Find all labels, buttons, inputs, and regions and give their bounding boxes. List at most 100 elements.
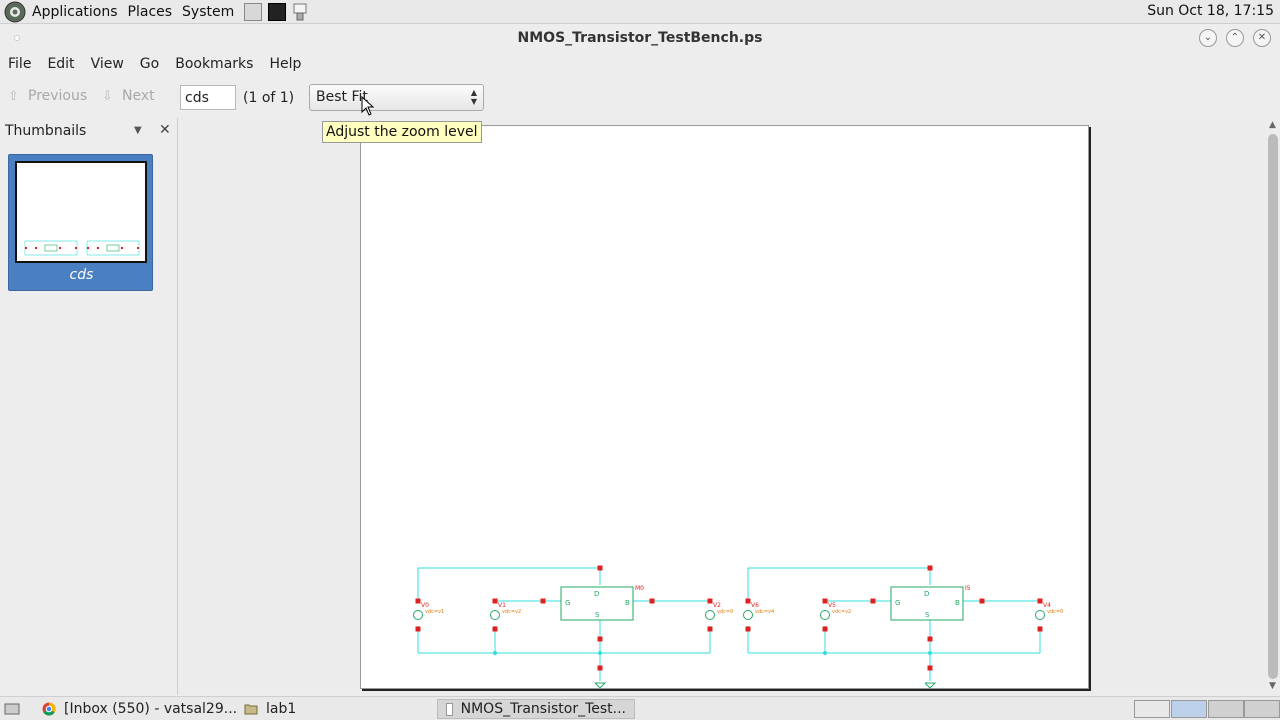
wire [747,567,931,601]
file-manager-launcher-icon[interactable] [244,2,263,21]
lamp-launcher-icon[interactable] [292,2,308,22]
junction-dot [823,651,827,655]
pin-marker [415,598,421,604]
pin-marker [927,565,933,571]
sidebar-title: Thumbnails [5,123,87,139]
source-label: V5 [828,602,836,609]
device-label: I5 [965,585,971,592]
thumbnail-preview-icon [24,240,140,256]
workspace-1[interactable] [1134,700,1170,718]
next-button[interactable]: ⇩ Next [102,88,155,104]
maximize-button[interactable]: ⌃ [1226,29,1244,47]
vertical-scrollbar[interactable]: ▲ ▼ [1266,118,1280,695]
scroll-up-icon[interactable]: ▲ [1269,120,1276,130]
menu-view[interactable]: View [90,56,124,72]
terminal-label: B [625,599,630,607]
folder-icon [244,704,258,715]
pin-marker [707,626,713,632]
zoom-value: Best Fit [316,89,368,105]
terminal-label: G [895,599,900,607]
voltage-source [743,610,753,620]
source-param: vdc=0 [1047,609,1063,615]
pin-marker [597,636,603,642]
menu-help[interactable]: Help [269,56,302,72]
source-label: V4 [1043,602,1051,609]
pin-marker [540,598,546,604]
previous-button[interactable]: ⇧ Previous [8,88,87,104]
source-label: V2 [713,602,721,609]
task-lab1-folder[interactable]: lab1 [244,699,296,719]
pin-marker [927,636,933,642]
task-chrome-inbox[interactable]: [Inbox (550) - vatsal29... [42,699,237,719]
task-label: [Inbox (550) - vatsal29... [64,701,238,717]
junction-dot [493,651,497,655]
scrollbar-thumb[interactable] [1268,134,1278,679]
task-document-viewer[interactable]: NMOS_Transistor_Test... [437,699,635,719]
close-button[interactable]: ✕ [1253,29,1271,47]
source-param: vdc=0 [717,609,733,615]
zoom-tooltip: Adjust the zoom level [322,121,482,143]
zoom-select[interactable]: Best Fit ▲ ▼ [309,84,484,111]
pin-marker [492,598,498,604]
schematic-drawing: DGSBM0V0vdc=v1V1vdc=v2V2vdc=0DGSBI5V6vdc… [413,565,1063,689]
page-entry-input[interactable] [180,85,236,110]
pin-marker [1037,598,1043,604]
menu-edit[interactable]: Edit [47,56,75,72]
transistor-symbol [560,586,634,621]
previous-label: Previous [28,88,88,104]
voltage-source [820,610,830,620]
terminal-launcher-icon[interactable] [268,2,287,21]
top-panel: Applications Places System Sun Oct 18, 1… [0,0,1280,24]
show-desktop-icon[interactable] [4,702,20,716]
source-label: V1 [498,602,506,609]
window-titlebar[interactable]: NMOS_Transistor_TestBench.ps ⌄ ⌃ ✕ [0,25,1280,53]
menubar: File Edit View Go Bookmarks Help [0,53,1280,75]
junction-dot [928,651,932,655]
spinner-arrows-icon: ▲ ▼ [470,88,477,106]
pin-marker [597,565,603,571]
pin-marker [822,598,828,604]
workspace-3[interactable] [1208,700,1244,718]
pin-marker [822,626,828,632]
workspace-2[interactable] [1171,700,1207,718]
pin-marker [927,665,933,671]
terminal-label: G [565,599,570,607]
document-view[interactable]: D G S B M0 V0 vdc=v1 V1 vdc=v2 V2 vdc=0 D G S B I5 V6 vdc… [180,118,1266,695]
arrow-down-icon: ⇩ [102,89,113,104]
document-icon [446,702,453,716]
pin-marker [745,626,751,632]
pin-marker [707,598,713,604]
workspace-4[interactable] [1244,700,1280,718]
window-menu-icon[interactable] [14,35,20,41]
task-label: NMOS_Transistor_Test... [460,701,626,717]
places-menu[interactable]: Places [127,3,173,20]
device-label: M0 [635,585,644,592]
pin-marker [415,626,421,632]
sidebar-close-icon[interactable]: ✕ [159,122,171,138]
voltage-source [490,610,500,620]
terminal-label: D [924,590,929,598]
menu-file[interactable]: File [8,56,32,72]
menu-bookmarks[interactable]: Bookmarks [175,56,254,72]
bottom-panel: [Inbox (550) - vatsal29... lab1 NMOS_Tra… [0,696,1280,720]
system-menu[interactable]: System [182,3,235,20]
gnome-logo-icon[interactable] [4,1,26,23]
source-param: vdc=v1 [425,609,444,615]
source-label: V0 [421,602,429,609]
minimize-button[interactable]: ⌄ [1199,29,1217,47]
clock[interactable]: Sun Oct 18, 17:15 [1147,3,1274,19]
thumbnail-item[interactable]: cds [8,154,153,291]
sidebar-dropdown-icon[interactable]: ▼ [134,125,142,136]
source-param: vdc=v2 [502,609,521,615]
terminal-label: D [594,590,599,598]
sidebar: Thumbnails ▼ ✕ cds [0,118,178,695]
pin-marker [649,598,655,604]
terminal-label: S [925,611,930,619]
pin-marker [492,626,498,632]
applications-menu[interactable]: Applications [32,3,118,20]
toolbar: ⇧ Previous ⇩ Next (1 of 1) Best Fit ▲▼ [0,78,1280,116]
source-param: vdc=v2 [832,609,851,615]
menu-go[interactable]: Go [139,56,160,72]
pin-marker [1037,626,1043,632]
scroll-down-icon[interactable]: ▼ [1269,681,1276,691]
